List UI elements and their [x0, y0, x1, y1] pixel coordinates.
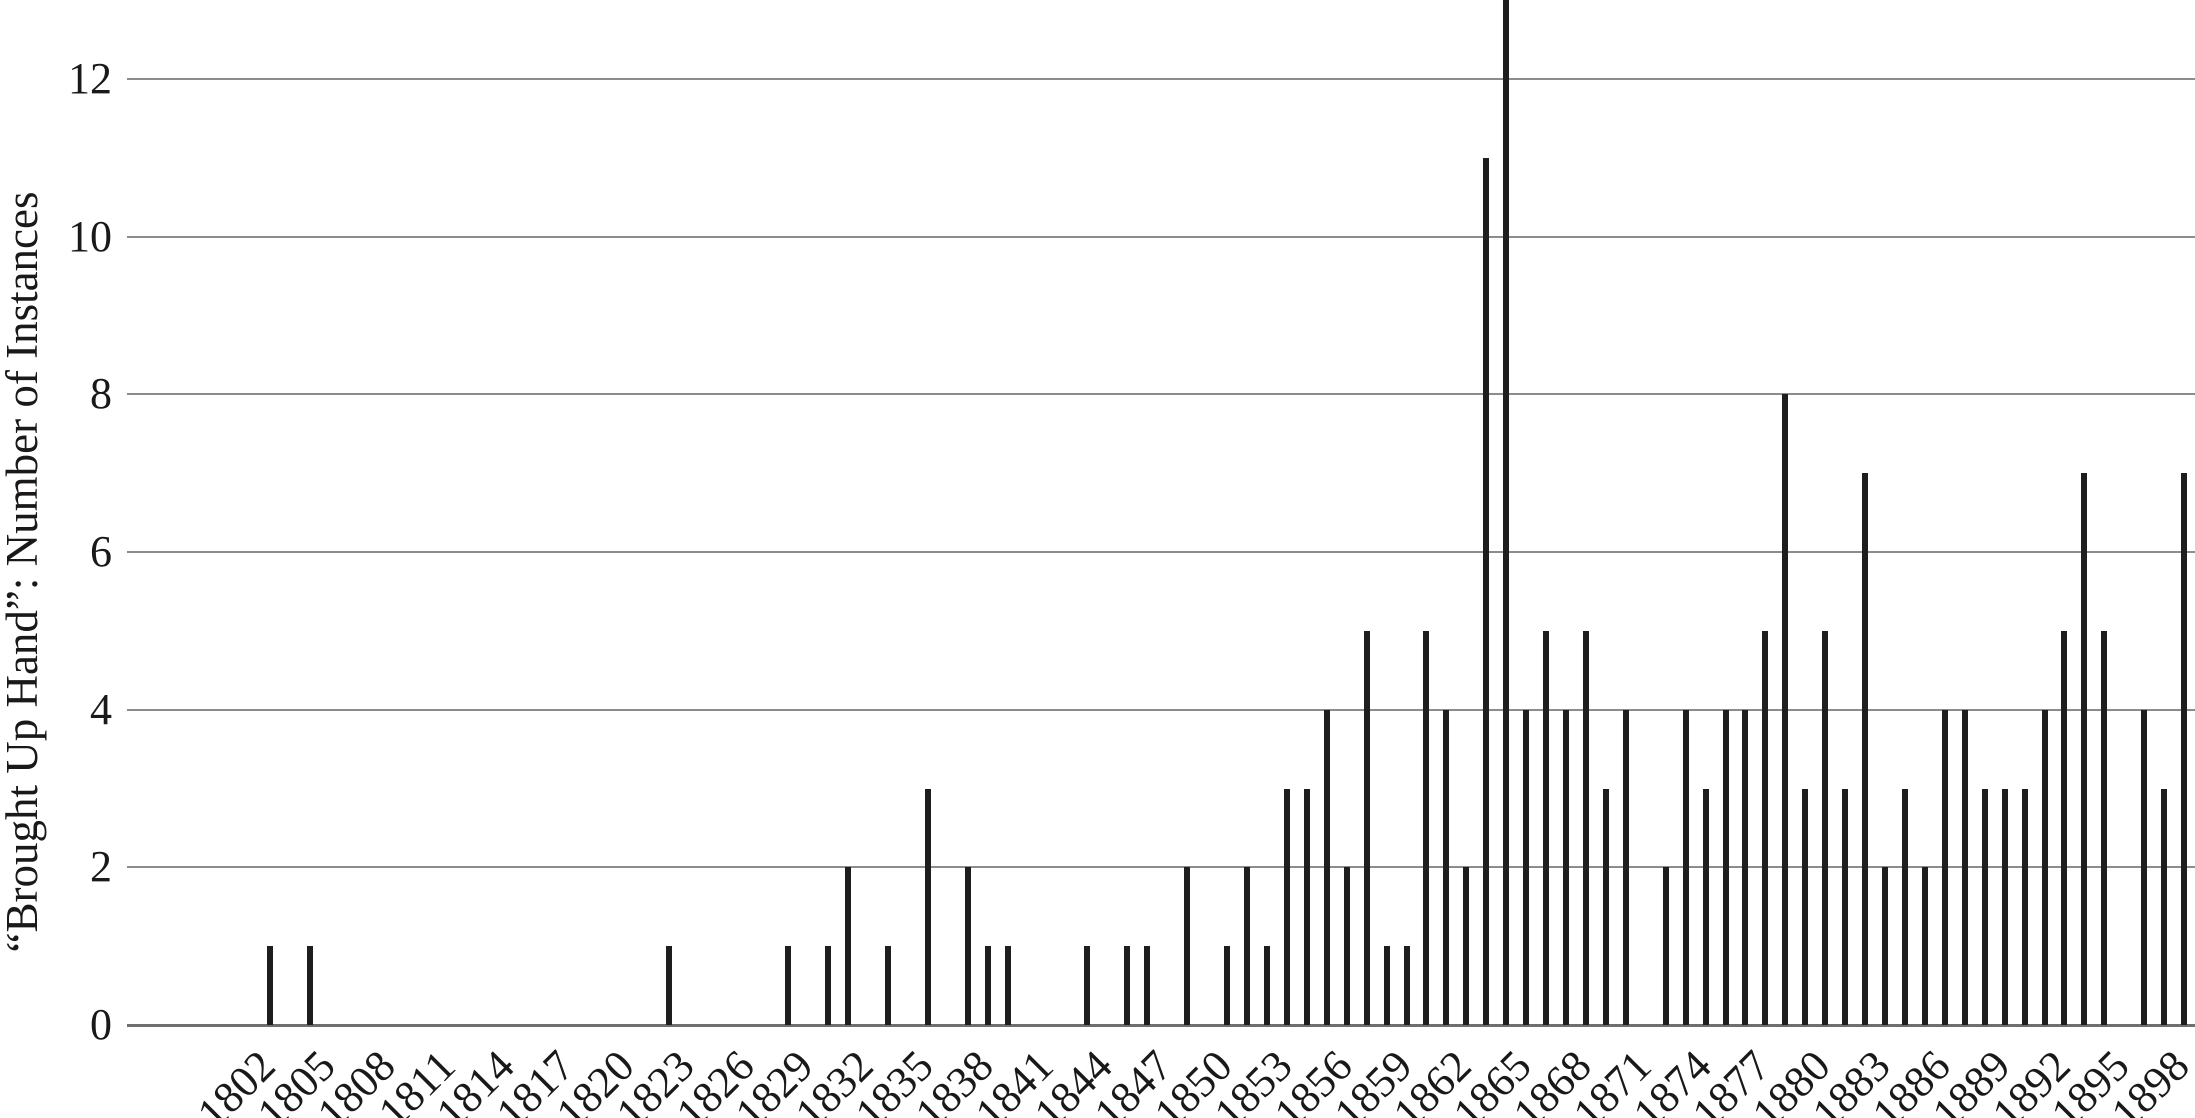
bar-1874	[1682, 709, 1689, 1025]
bar-1853	[1263, 946, 1270, 1025]
bar-1805	[306, 946, 313, 1025]
y-tick-label: 10	[68, 211, 112, 261]
bar-1803	[267, 946, 274, 1025]
bar-1884	[1882, 867, 1889, 1025]
bar-1873	[1662, 867, 1669, 1025]
bar-1898	[2161, 788, 2168, 1025]
bar-1871	[1622, 709, 1629, 1025]
bar-1864	[1483, 157, 1490, 1025]
y-gridline	[127, 551, 2195, 554]
bar-1879	[1782, 394, 1789, 1025]
bar-1844	[1084, 946, 1091, 1025]
bar-1836	[924, 788, 931, 1025]
bar-1852	[1244, 867, 1250, 1025]
bar-1893	[2061, 630, 2068, 1025]
x-axis-line	[127, 1023, 2195, 1027]
bar-1838	[964, 867, 971, 1025]
y-gridline	[127, 866, 2195, 869]
y-tick-label: 8	[90, 369, 112, 419]
bar-1892	[2041, 709, 2048, 1025]
bar-1875	[1702, 788, 1709, 1025]
y-tick-label: 2	[90, 842, 112, 892]
bar-1854	[1283, 788, 1290, 1025]
bar-1870	[1602, 788, 1609, 1025]
y-tick-label: 12	[68, 54, 112, 104]
bar-1899	[2181, 473, 2188, 1025]
y-gridline	[127, 78, 2195, 81]
bar-1834	[885, 946, 892, 1025]
bar-1840	[1004, 946, 1011, 1025]
bar-1866	[1523, 709, 1530, 1025]
bar-1831	[825, 946, 832, 1025]
bar-1877	[1742, 709, 1749, 1025]
bar-1876	[1722, 709, 1729, 1025]
bar-1846	[1124, 946, 1131, 1025]
y-gridline	[127, 235, 2195, 238]
bar-1867	[1543, 630, 1550, 1025]
bar-1860	[1403, 946, 1410, 1025]
bar-1887	[1941, 709, 1948, 1025]
bar-1859	[1383, 946, 1390, 1025]
bar-1849	[1184, 867, 1191, 1025]
bar-1857	[1343, 867, 1350, 1025]
bar-1891	[2021, 788, 2028, 1025]
bar-1823	[665, 946, 672, 1025]
bar-1858	[1363, 630, 1370, 1025]
bar-1863	[1463, 867, 1470, 1025]
y-tick-label: 4	[90, 684, 112, 734]
bar-1880	[1802, 788, 1809, 1025]
bar-1885	[1901, 788, 1908, 1025]
y-gridline	[127, 393, 2195, 396]
bar-1882	[1842, 788, 1849, 1025]
bar-1886	[1921, 867, 1928, 1025]
bar-1894	[2081, 473, 2088, 1025]
bar-1895	[2101, 630, 2108, 1025]
bar-1869	[1582, 630, 1589, 1025]
bar-1878	[1762, 630, 1769, 1025]
bar-1881	[1822, 630, 1829, 1025]
bar-1832	[845, 867, 852, 1025]
bar-1889	[1981, 788, 1988, 1025]
y-tick-label: 6	[90, 527, 112, 577]
bar-1839	[984, 946, 991, 1025]
bar-1862	[1443, 709, 1450, 1025]
bar-1883	[1862, 473, 1869, 1025]
y-axis-title: “Brought Up Hand”: Number of Instances	[0, 191, 47, 953]
bar-1865	[1503, 0, 1510, 1025]
bar-1856	[1323, 709, 1330, 1025]
y-tick-label: 0	[90, 1000, 112, 1049]
bar-1868	[1563, 709, 1569, 1025]
bar-1829	[785, 946, 792, 1025]
bar-1851	[1224, 946, 1231, 1025]
bar-1890	[2001, 788, 2008, 1025]
bar-1897	[2141, 709, 2148, 1025]
bar-1855	[1303, 788, 1310, 1025]
bar-1888	[1961, 709, 1968, 1025]
bar-1847	[1144, 946, 1151, 1025]
y-gridline	[127, 708, 2195, 711]
bar-1861	[1423, 630, 1430, 1025]
